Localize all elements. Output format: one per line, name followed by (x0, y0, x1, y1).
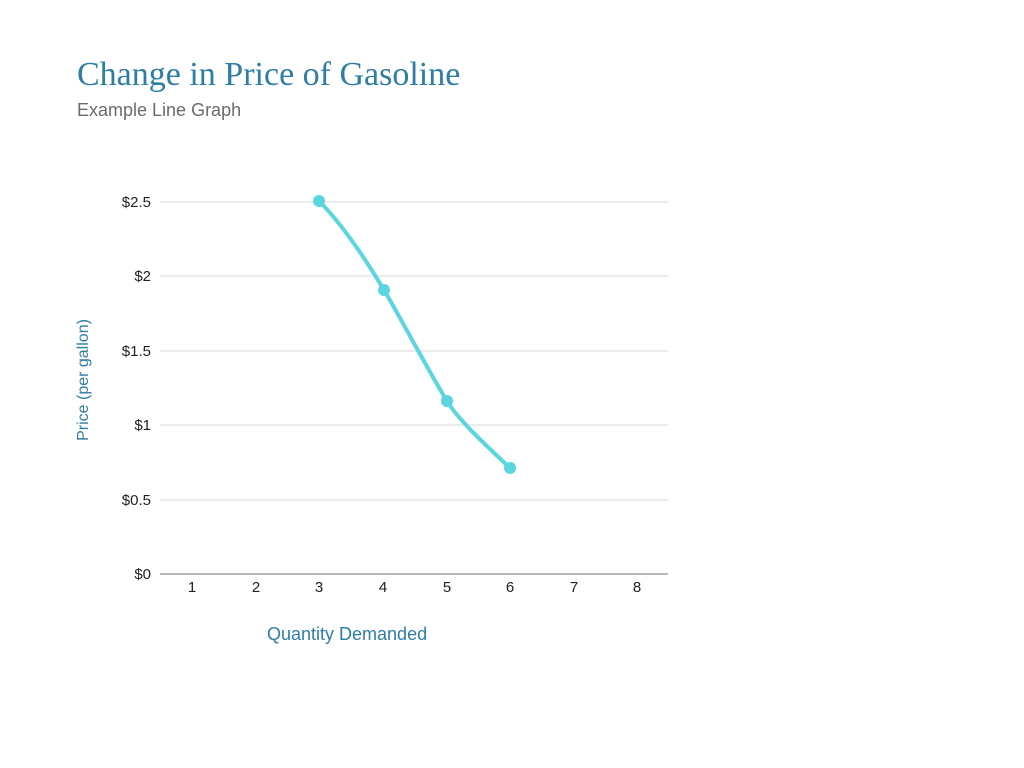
svg-text:5: 5 (443, 579, 451, 596)
svg-text:6: 6 (506, 579, 514, 596)
svg-text:8: 8 (633, 579, 641, 596)
svg-text:$1: $1 (134, 417, 151, 434)
svg-text:$2: $2 (134, 268, 151, 285)
svg-text:7: 7 (570, 579, 578, 596)
svg-text:$1.5: $1.5 (122, 343, 151, 360)
svg-text:$2.5: $2.5 (122, 194, 151, 211)
svg-text:2: 2 (252, 579, 260, 596)
svg-text:Price (per gallon): Price (per gallon) (75, 319, 92, 441)
svg-text:1: 1 (188, 579, 196, 596)
svg-text:4: 4 (379, 579, 387, 596)
svg-text:3: 3 (315, 579, 323, 596)
svg-text:$0: $0 (134, 566, 151, 583)
svg-text:$0.5: $0.5 (122, 492, 151, 509)
